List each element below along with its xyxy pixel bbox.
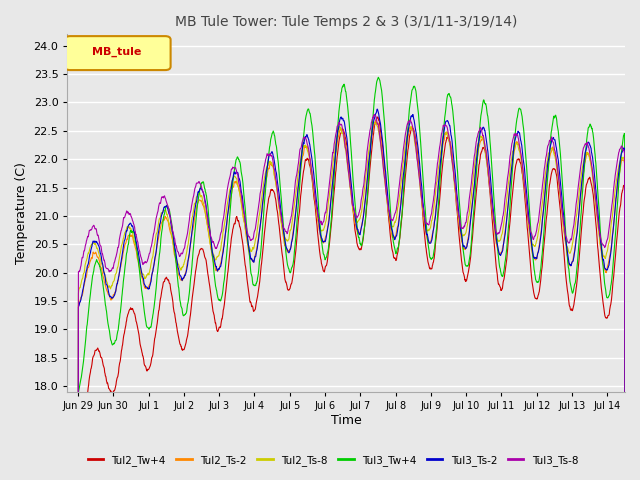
X-axis label: Time: Time [331, 414, 362, 427]
Y-axis label: Temperature (C): Temperature (C) [15, 162, 28, 264]
Title: MB Tule Tower: Tule Temps 2 & 3 (3/1/11-3/19/14): MB Tule Tower: Tule Temps 2 & 3 (3/1/11-… [175, 15, 517, 29]
Text: MB_tule: MB_tule [92, 47, 141, 57]
FancyBboxPatch shape [65, 36, 171, 70]
Legend: Tul2_Tw+4, Tul2_Ts-2, Tul2_Ts-8, Tul3_Tw+4, Tul3_Ts-2, Tul3_Ts-8: Tul2_Tw+4, Tul2_Ts-2, Tul2_Ts-8, Tul3_Tw… [83, 451, 582, 470]
